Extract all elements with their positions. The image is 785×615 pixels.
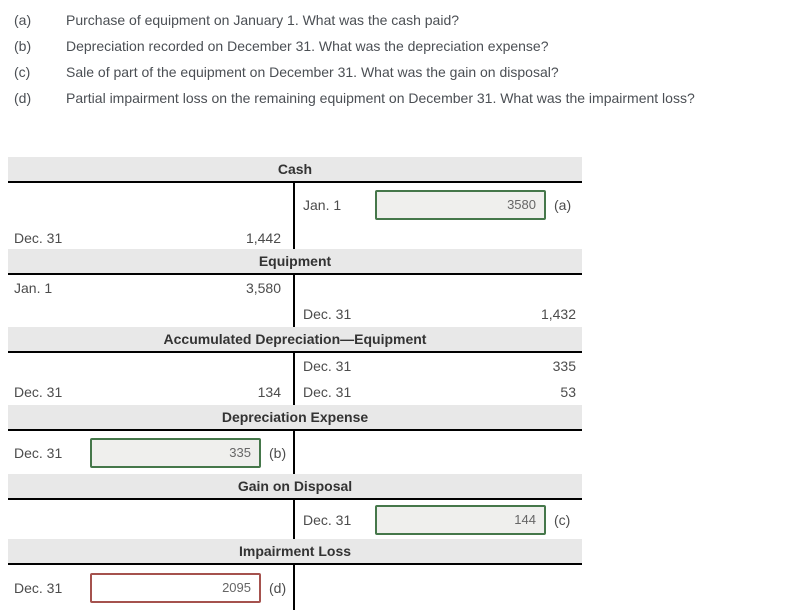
account-row: Dec. 31 134 Dec. 31 53 — [8, 379, 582, 405]
entry-date: Dec. 31 — [14, 229, 63, 246]
accum-dep-debit-empty-cell — [8, 353, 295, 379]
cash-debit-empty-cell — [8, 183, 295, 226]
account-title: Impairment Loss — [8, 539, 582, 565]
entry-amount: 3,580 — [245, 280, 281, 296]
gain-disposal-credit-entry: Dec. 31 (c) — [295, 500, 582, 539]
accum-dep-debit-entry: Dec. 31 134 — [8, 379, 295, 405]
question-text: Purchase of equipment on January 1. What… — [66, 12, 460, 28]
question-label: (a) — [14, 12, 32, 28]
account-title: Accumulated Depreciation—Equipment — [8, 327, 582, 353]
equipment-credit-entry: Dec. 31 1,432 — [295, 301, 582, 327]
cash-credit-entry: Jan. 1 (a) — [295, 183, 582, 226]
answer-input-b[interactable] — [90, 437, 261, 468]
equipment-credit-empty-cell — [295, 275, 582, 301]
account-accumulated-depreciation: Accumulated Depreciation—Equipment Dec. … — [8, 327, 582, 405]
entry-amount: 335 — [552, 358, 576, 374]
answer-input-a[interactable] — [375, 189, 546, 220]
question-item-d: (d) Partial impairment loss on the remai… — [14, 85, 785, 111]
account-row: Jan. 1 (a) — [8, 183, 582, 226]
equipment-debit-empty-cell — [8, 301, 295, 327]
entry-date: Dec. 31 — [303, 358, 352, 374]
answer-tag-d: (d) — [269, 579, 287, 596]
entry-date: Dec. 31 — [303, 511, 352, 528]
question-list: (a) Purchase of equipment on January 1. … — [0, 0, 785, 111]
answer-tag-c: (c) — [554, 511, 571, 528]
entry-amount: 134 — [257, 384, 281, 400]
entry-date: Jan. 1 — [14, 280, 53, 296]
gain-disposal-debit-empty-cell — [8, 500, 295, 539]
account-depreciation-expense: Depreciation Expense Dec. 31 (b) — [8, 405, 582, 474]
account-impairment-loss: Impairment Loss Dec. 31 (d) — [8, 539, 582, 610]
equipment-debit-entry: Jan. 1 3,580 — [8, 275, 295, 301]
accum-dep-credit-entry: Dec. 31 335 — [295, 353, 582, 379]
question-label: (c) — [14, 64, 31, 80]
entry-amount: 1,432 — [540, 306, 576, 322]
question-item-a: (a) Purchase of equipment on January 1. … — [14, 7, 785, 33]
question-label: (b) — [14, 38, 32, 54]
impairment-credit-empty-cell — [295, 565, 582, 610]
account-title: Depreciation Expense — [8, 405, 582, 431]
account-cash: Cash Jan. 1 (a) Dec. 31 1,442 — [8, 157, 582, 249]
t-accounts: Cash Jan. 1 (a) Dec. 31 1,442 Equipment … — [8, 157, 582, 610]
entry-date: Jan. 1 — [303, 196, 342, 213]
cash-credit-empty-cell — [295, 226, 582, 249]
account-row: Dec. 31 (b) — [8, 431, 582, 474]
entry-amount: 53 — [560, 384, 576, 400]
question-text: Partial impairment loss on the remaining… — [66, 90, 695, 106]
answer-input-c[interactable] — [375, 504, 546, 535]
question-item-c: (c) Sale of part of the equipment on Dec… — [14, 59, 785, 85]
entry-date: Dec. 31 — [14, 384, 63, 400]
question-text: Sale of part of the equipment on Decembe… — [66, 64, 559, 80]
dep-expense-debit-entry: Dec. 31 (b) — [8, 431, 295, 474]
account-row: Dec. 31 (d) — [8, 565, 582, 610]
account-row: Jan. 1 3,580 — [8, 275, 582, 301]
account-equipment: Equipment Jan. 1 3,580 Dec. 31 1,432 — [8, 249, 582, 327]
answer-input-d[interactable] — [90, 572, 261, 603]
account-title: Cash — [8, 157, 582, 183]
entry-date: Dec. 31 — [14, 579, 63, 596]
account-row: Dec. 31 1,432 — [8, 301, 582, 327]
dep-expense-credit-empty-cell — [295, 431, 582, 474]
impairment-debit-entry: Dec. 31 (d) — [8, 565, 295, 610]
account-row: Dec. 31 1,442 — [8, 226, 582, 249]
account-title: Equipment — [8, 249, 582, 275]
answer-tag-a: (a) — [554, 196, 572, 213]
entry-date: Dec. 31 — [303, 306, 352, 322]
entry-date: Dec. 31 — [303, 384, 352, 400]
answer-tag-b: (b) — [269, 444, 287, 461]
account-row: Dec. 31 (c) — [8, 500, 582, 539]
entry-amount: 1,442 — [245, 229, 281, 246]
account-title: Gain on Disposal — [8, 474, 582, 500]
cash-debit-entry: Dec. 31 1,442 — [8, 226, 295, 249]
question-text: Depreciation recorded on December 31. Wh… — [66, 38, 549, 54]
accum-dep-credit-entry: Dec. 31 53 — [295, 379, 582, 405]
account-gain-on-disposal: Gain on Disposal Dec. 31 (c) — [8, 474, 582, 539]
question-item-b: (b) Depreciation recorded on December 31… — [14, 33, 785, 59]
question-label: (d) — [14, 90, 32, 106]
account-row: Dec. 31 335 — [8, 353, 582, 379]
entry-date: Dec. 31 — [14, 444, 63, 461]
